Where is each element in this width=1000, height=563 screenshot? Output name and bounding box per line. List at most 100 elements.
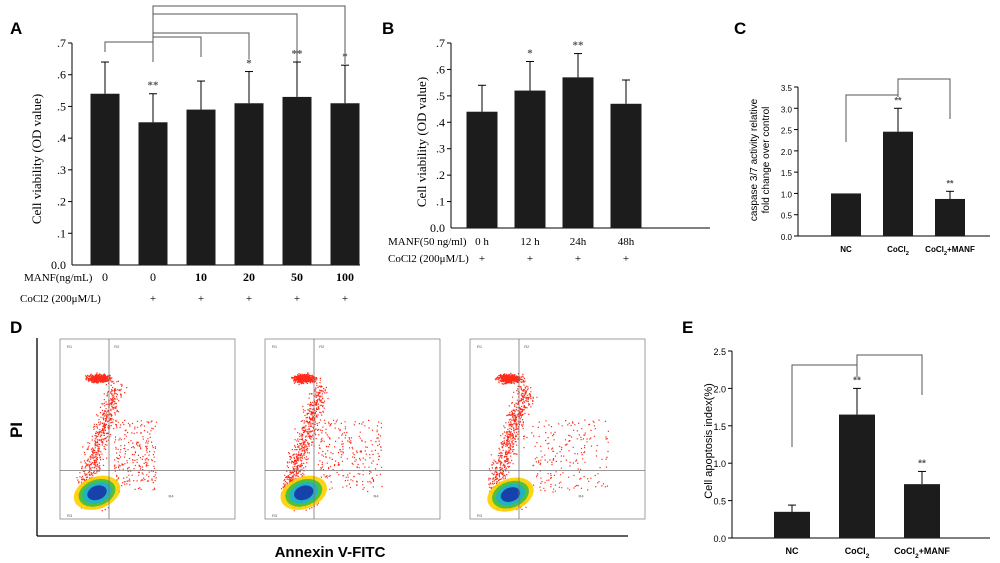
panel-b-table-cell: 24h xyxy=(570,236,587,248)
panel-c-y-tick-label: 3.0 xyxy=(781,105,793,114)
panel-b-table-cell: + xyxy=(479,253,485,265)
panel-e-y-tick-label: 0.0 xyxy=(713,534,726,544)
panel-a-table-row-label: CoCl2 (200μM/L) xyxy=(20,293,101,305)
panel-c-y-tick-label: 0.5 xyxy=(781,212,793,221)
panel-b-y-tick-label: .3 xyxy=(436,142,445,156)
panel-a-comparison-bracket xyxy=(152,36,202,57)
panel-a-bar xyxy=(90,93,120,265)
panel-label-c: C xyxy=(734,19,746,38)
panel-c-y-tick-label: 1.5 xyxy=(781,169,793,178)
panel-b-significance-mark: ** xyxy=(573,40,585,52)
panel-a-comparison-bracket xyxy=(104,41,154,62)
panel-label-e: E xyxy=(682,318,693,337)
panel-d-x-axis-label: Annexin V-FITC xyxy=(275,544,386,561)
panel-a-condition-table: MANF(ng/mL) 0 0 10 20 50 100 CoCl2 (200μM/L)- + +… xyxy=(20,270,354,305)
panel-a-y-tick-label: .4 xyxy=(57,131,66,145)
panel-b-y-tick-label: .5 xyxy=(436,89,445,103)
panel-b-bar xyxy=(610,103,642,228)
panel-c-x-tick-label: CoCl2+MANF xyxy=(925,245,975,257)
panel-b-bar xyxy=(514,90,546,228)
panel-a-bar xyxy=(138,122,168,266)
panel-b-y-tick-label-zero: 0.0 xyxy=(430,221,445,235)
panel-e-significance-mark: ** xyxy=(918,458,926,469)
panel-e-bar-chart: Cell apoptosis index(%) 0.0 0.5 1.0 1.5 2.0 2… xyxy=(703,347,990,560)
panel-d-event-dots xyxy=(280,372,383,512)
panel-a-table-row-label: MANF(ng/mL) xyxy=(24,272,93,284)
panel-b-bar-chart: Cell viability (OD value) .1 .2 .3 .4 .5 .6 .7… xyxy=(388,36,710,265)
panel-a-bars: ***** * xyxy=(90,48,360,266)
panel-e-y-tick-label: 1.5 xyxy=(713,422,726,432)
panel-d-quadrant-label: R2 xyxy=(114,344,120,349)
panel-a-table-cell: + xyxy=(150,293,156,305)
panel-label-b: B xyxy=(382,19,394,38)
panel-c-y-axis-label-line1: caspase 3/7 activity relative xyxy=(749,98,760,221)
panel-d-quadrant-label: R1 xyxy=(67,344,73,349)
panel-a-table-cell: 10 xyxy=(195,270,207,284)
panel-c-bar xyxy=(883,131,913,236)
panel-d-quadrant-label: R3 xyxy=(477,513,483,518)
panel-c-bars: NC ** CoCl2 ** CoCl2+MANF xyxy=(831,95,975,257)
panel-a-table-cell: + xyxy=(294,293,300,305)
panel-d-y-axis-label: PI xyxy=(7,422,26,438)
panel-e-x-tick-label: CoCl2 xyxy=(845,546,870,560)
panel-a-bar xyxy=(186,109,216,265)
panel-d-density-contour xyxy=(294,485,314,501)
panel-a-y-tick-label: .6 xyxy=(57,68,66,82)
panel-c-comparison-bracket xyxy=(897,78,951,119)
panel-a-comparison-bracket xyxy=(152,5,346,64)
panel-a-significance-mark: ** xyxy=(292,48,304,60)
panel-b-table-cell: + xyxy=(527,253,533,265)
panel-d-scatter-plots: R1 R2 R3 R4 R1 R2 R3 R4 R1 R2 R3 R4 xyxy=(59,338,646,520)
panel-e-bar xyxy=(774,511,810,538)
panel-b-bar xyxy=(466,111,498,228)
panel-b-table-cell: 48h xyxy=(618,236,635,248)
panel-a-comparison-bracket xyxy=(152,13,298,64)
panel-a-comparison-brackets xyxy=(104,5,346,64)
panel-d-quadrant-label: R4 xyxy=(169,493,175,498)
panel-c-significance-mark: ** xyxy=(946,178,954,188)
panel-b-table-cell: + xyxy=(575,253,581,265)
panel-d-flow-cytometry: PI Annexin V-FITC R1 R2 R3 R4 R1 R2 R3 R4 R1 R2 R3… xyxy=(7,338,646,561)
panel-b-significance-mark: * xyxy=(527,48,533,60)
panel-b-table-cell: + xyxy=(623,253,629,265)
panel-e-comparison-brackets xyxy=(791,354,923,447)
panel-a-y-axis-label: Cell viability (OD value) xyxy=(29,94,44,224)
panel-a-y-tick-label: .7 xyxy=(57,36,66,50)
panel-a-table-cell: 100 xyxy=(336,270,354,284)
panel-b-table-cell: 12 h xyxy=(520,236,540,248)
panel-d-density-contour xyxy=(87,485,107,501)
panel-a-bar-chart: Cell viability (OD value) .1 .2 .3 .4 .5 .6 .7… xyxy=(20,5,360,305)
panel-d-plot-cocl2-manf: R1 R2 R3 R4 xyxy=(469,338,646,520)
panel-d-quadrant-label: R4 xyxy=(374,493,380,498)
panel-c-y-tick-label: 0.0 xyxy=(781,233,793,242)
panel-a-y-tick-label: .5 xyxy=(57,99,66,113)
panel-d-quadrant-label: R1 xyxy=(477,344,483,349)
panel-c-bar xyxy=(831,193,861,236)
panel-b-y-axis-label: Cell viability (OD value) xyxy=(414,77,429,207)
panel-c-bar xyxy=(935,198,965,236)
panel-label-a: A xyxy=(10,19,22,38)
panel-a-table-cell: + xyxy=(342,293,348,305)
panel-a-y-tick-label: .2 xyxy=(57,195,66,209)
panel-c-y-tick-label: 1.0 xyxy=(781,190,793,199)
panel-a-bar xyxy=(282,96,312,266)
panel-e-bar xyxy=(839,414,875,538)
panel-b-y-tick-label: .2 xyxy=(436,168,445,182)
panel-b-y-tick-label: .7 xyxy=(436,36,445,50)
panel-e-y-tick-label: 0.5 xyxy=(713,497,726,507)
panel-b-condition-table: MANF(50 ng/ml) 0 h 12 h 24h 48h CoCl2 (200μM/… xyxy=(388,236,635,265)
panel-d-quadrant-label: R4 xyxy=(579,493,585,498)
panel-d-event-dots xyxy=(487,372,609,512)
panel-a-table-cell: 50 xyxy=(291,270,303,284)
panel-label-d: D xyxy=(10,318,22,337)
panel-d-density-contour xyxy=(500,487,521,503)
panel-c-y-axis-label-line2: fold change over control xyxy=(761,107,772,214)
panel-e-comparison-bracket xyxy=(856,354,923,395)
panel-a-significance-mark: * xyxy=(246,58,252,70)
panel-a-bar xyxy=(330,103,360,265)
panel-b-bars: *** xyxy=(466,40,642,228)
panel-b-y-tick-label: .4 xyxy=(436,115,445,129)
panel-a-significance-mark: * xyxy=(342,51,348,63)
panel-d-quadrant-label: R2 xyxy=(524,344,530,349)
panel-d-quadrant-label: R3 xyxy=(67,513,73,518)
